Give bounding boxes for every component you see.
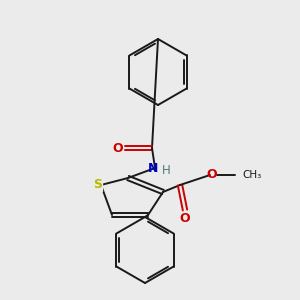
Text: O: O xyxy=(207,167,217,181)
Text: CH₃: CH₃ xyxy=(242,170,261,180)
Text: N: N xyxy=(148,163,158,176)
Text: H: H xyxy=(162,164,170,176)
Text: O: O xyxy=(180,212,190,224)
Text: S: S xyxy=(94,178,103,191)
Text: O: O xyxy=(113,142,123,154)
